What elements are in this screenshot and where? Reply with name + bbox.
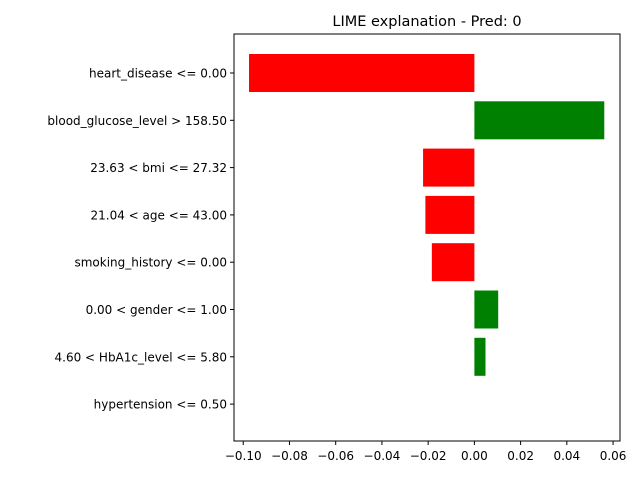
y-tick-label: 4.60 < HbA1c_level <= 5.80 <box>55 350 227 364</box>
x-tick-label: 0.00 <box>461 449 488 463</box>
y-tick-label: 23.63 < bmi <= 27.32 <box>90 161 227 175</box>
y-tick-label: blood_glucose_level > 158.50 <box>47 114 227 128</box>
y-tick-label: smoking_history <= 0.00 <box>74 256 227 270</box>
x-tick-label: 0.04 <box>553 449 580 463</box>
y-tick-label: 21.04 < age <= 43.00 <box>91 208 227 222</box>
bar-0 <box>249 54 475 92</box>
bar-6 <box>474 337 486 376</box>
bar-5 <box>474 290 499 329</box>
y-tick-label: hypertension <= 0.50 <box>94 398 227 412</box>
bar-group <box>249 54 605 376</box>
x-tick-label: −0.02 <box>410 449 447 463</box>
x-tick-label: −0.10 <box>225 449 262 463</box>
bar-2 <box>423 148 475 187</box>
bar-4 <box>431 243 475 282</box>
y-tick-label: 0.00 < gender <= 1.00 <box>86 303 227 317</box>
y-axis-ticks: heart_disease <= 0.00 blood_glucose_level… <box>47 67 234 412</box>
x-tick-label: −0.04 <box>364 449 401 463</box>
chart-title: LIME explanation - Pred: 0 <box>332 14 521 30</box>
bar-3 <box>425 195 475 234</box>
x-tick-label: −0.06 <box>317 449 354 463</box>
bar-1 <box>474 101 605 140</box>
x-tick-label: 0.06 <box>600 449 627 463</box>
x-tick-label: −0.08 <box>271 449 308 463</box>
plot-frame <box>233 33 621 442</box>
x-tick-label: 0.02 <box>507 449 534 463</box>
x-axis-ticks: −0.10 −0.08 −0.06 −0.04 −0.02 0.00 0.02 0.04 0.0… <box>225 441 627 463</box>
y-tick-label: heart_disease <= 0.00 <box>89 67 227 81</box>
